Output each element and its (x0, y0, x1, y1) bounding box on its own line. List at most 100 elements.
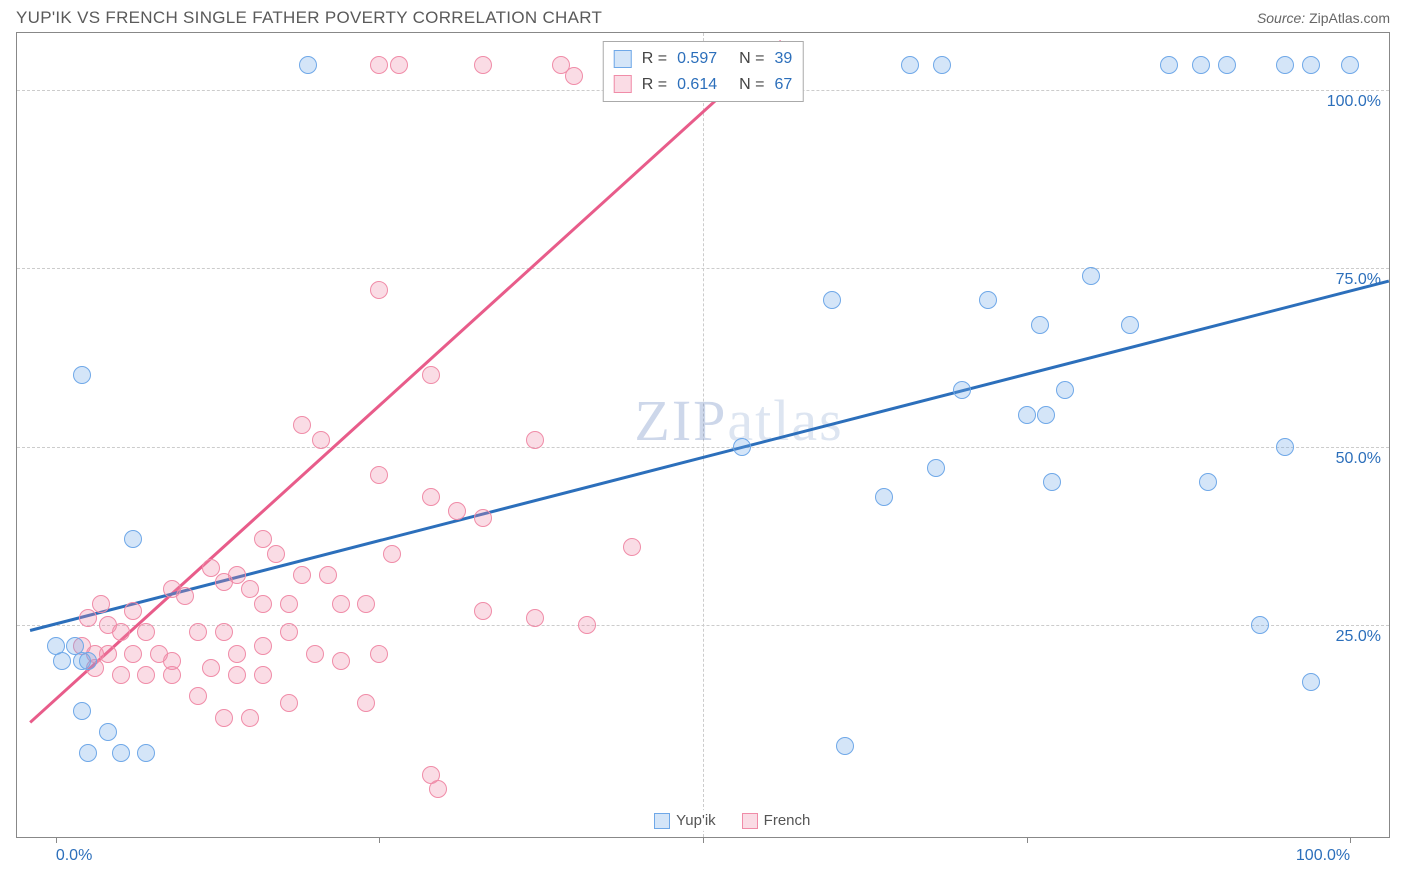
data-point-yupik (979, 291, 997, 309)
chart-header: YUP'IK VS FRENCH SINGLE FATHER POVERTY C… (0, 0, 1406, 32)
data-point-french (228, 666, 246, 684)
legend-series: Yup'ik French (648, 810, 816, 831)
data-point-french (448, 502, 466, 520)
data-point-yupik (112, 744, 130, 762)
data-point-yupik (1031, 316, 1049, 334)
data-point-french (332, 595, 350, 613)
legend-stats-row: R =0.614N =67 (614, 72, 793, 98)
legend-stats: R =0.597N =39R =0.614N =67 (603, 41, 804, 102)
legend-item: Yup'ik (654, 812, 716, 829)
gridline-v (703, 33, 704, 837)
data-point-french (280, 694, 298, 712)
data-point-yupik (73, 366, 91, 384)
x-tick-mark (1027, 837, 1028, 843)
data-point-yupik (1341, 56, 1359, 74)
data-point-yupik (953, 381, 971, 399)
data-point-french (124, 602, 142, 620)
data-point-yupik (1018, 406, 1036, 424)
data-point-french (429, 780, 447, 798)
data-point-yupik (124, 530, 142, 548)
data-point-yupik (933, 56, 951, 74)
data-point-french (189, 687, 207, 705)
data-point-french (422, 366, 440, 384)
data-point-yupik (1276, 438, 1294, 456)
data-point-yupik (1056, 381, 1074, 399)
x-tick-mark (379, 837, 380, 843)
data-point-french (112, 623, 130, 641)
data-point-french (79, 609, 97, 627)
chart-title: YUP'IK VS FRENCH SINGLE FATHER POVERTY C… (16, 8, 602, 28)
data-point-yupik (1276, 56, 1294, 74)
data-point-french (137, 623, 155, 641)
x-tick-mark (1350, 837, 1351, 843)
chart-source: Source: ZipAtlas.com (1257, 10, 1390, 26)
data-point-yupik (823, 291, 841, 309)
data-point-french (92, 595, 110, 613)
data-point-french (370, 281, 388, 299)
trend-line (29, 40, 781, 723)
data-point-french (228, 645, 246, 663)
data-point-yupik (299, 56, 317, 74)
data-point-french (474, 602, 492, 620)
data-point-yupik (836, 737, 854, 755)
data-point-french (293, 416, 311, 434)
data-point-yupik (99, 723, 117, 741)
data-point-french (526, 609, 544, 627)
data-point-yupik (733, 438, 751, 456)
data-point-french (215, 573, 233, 591)
data-point-french (422, 488, 440, 506)
data-point-yupik (1160, 56, 1178, 74)
data-point-french (474, 509, 492, 527)
data-point-french (124, 645, 142, 663)
source-label: Source: (1257, 10, 1305, 26)
data-point-french (280, 623, 298, 641)
data-point-yupik (53, 652, 71, 670)
data-point-french (306, 645, 324, 663)
data-point-french (623, 538, 641, 556)
data-point-french (565, 67, 583, 85)
data-point-french (112, 666, 130, 684)
data-point-french (137, 666, 155, 684)
data-point-french (254, 666, 272, 684)
data-point-french (254, 595, 272, 613)
data-point-yupik (927, 459, 945, 477)
data-point-french (215, 623, 233, 641)
data-point-yupik (1037, 406, 1055, 424)
data-point-french (189, 623, 207, 641)
data-point-french (370, 56, 388, 74)
legend-stats-row: R =0.597N =39 (614, 46, 793, 72)
data-point-yupik (1302, 673, 1320, 691)
x-tick-label: 0.0% (56, 847, 92, 865)
data-point-french (390, 56, 408, 74)
x-tick-label: 100.0% (1296, 847, 1350, 865)
data-point-french (280, 595, 298, 613)
data-point-yupik (1199, 473, 1217, 491)
y-tick-label: 25.0% (1336, 628, 1381, 646)
data-point-yupik (1192, 56, 1210, 74)
legend-item: French (742, 812, 811, 829)
data-point-yupik (901, 56, 919, 74)
data-point-french (254, 637, 272, 655)
data-point-french (357, 595, 375, 613)
y-tick-label: 50.0% (1336, 450, 1381, 468)
data-point-french (578, 616, 596, 634)
data-point-yupik (73, 702, 91, 720)
data-point-french (474, 56, 492, 74)
data-point-french (312, 431, 330, 449)
plot-area: 25.0%50.0%75.0%100.0%0.0%100.0%ZIPatlasR… (17, 33, 1389, 837)
data-point-french (370, 466, 388, 484)
data-point-french (332, 652, 350, 670)
data-point-french (202, 659, 220, 677)
data-point-yupik (79, 744, 97, 762)
data-point-french (526, 431, 544, 449)
data-point-french (383, 545, 401, 563)
x-tick-mark (703, 837, 704, 843)
source-name: ZipAtlas.com (1309, 10, 1390, 26)
data-point-yupik (875, 488, 893, 506)
data-point-yupik (1082, 267, 1100, 285)
data-point-french (176, 587, 194, 605)
data-point-yupik (1218, 56, 1236, 74)
x-tick-mark (56, 837, 57, 843)
data-point-yupik (1043, 473, 1061, 491)
data-point-french (99, 645, 117, 663)
